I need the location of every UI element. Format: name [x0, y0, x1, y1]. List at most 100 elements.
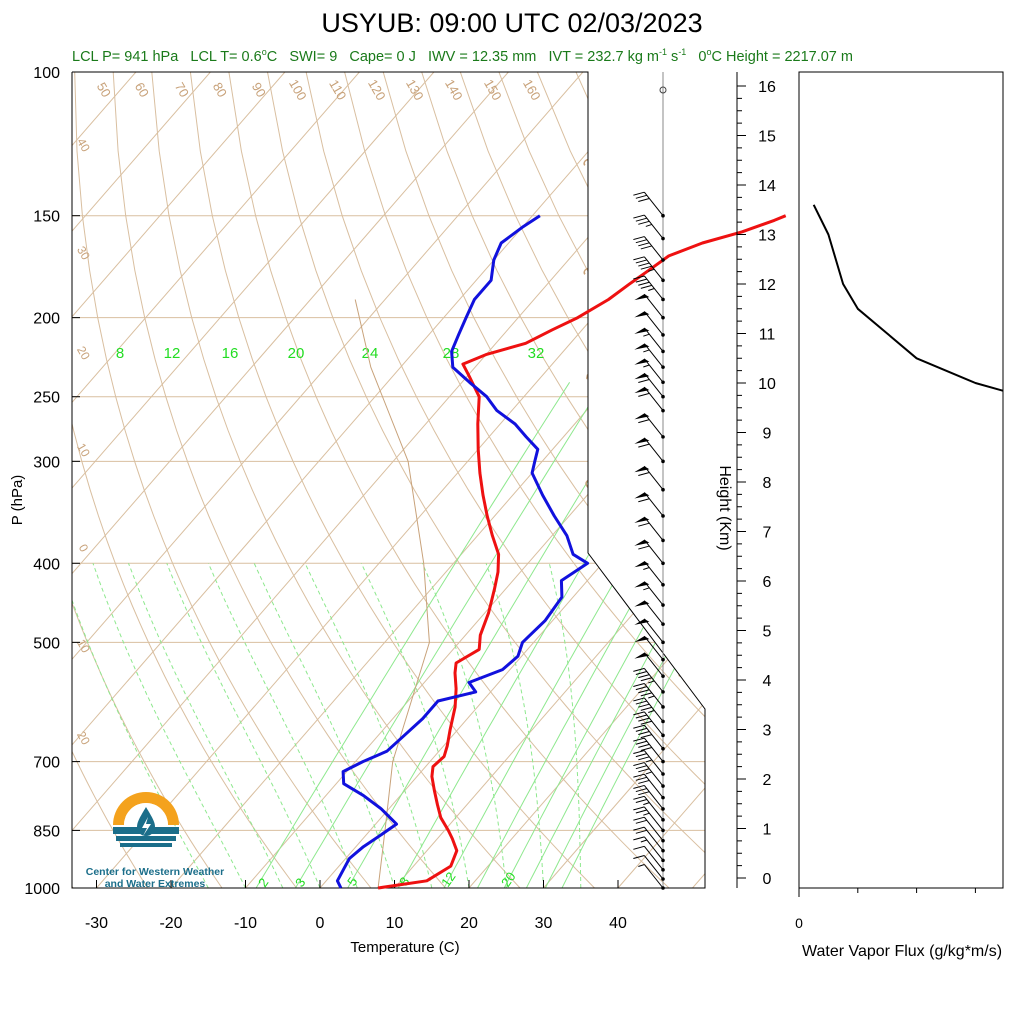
- isotherm-left-label: 10: [74, 441, 93, 460]
- wind-barb-pennant: [634, 343, 650, 350]
- height-tick-label: 1: [763, 822, 772, 839]
- wind-barb-feather: [638, 392, 650, 397]
- mixing-ratio-label: 20: [288, 345, 305, 362]
- wind-barb-dot: [661, 848, 665, 853]
- wind-barb-dot: [661, 236, 665, 241]
- wind-barb: [633, 836, 665, 863]
- isotherm-left-label: 20: [74, 344, 93, 363]
- wind-barb-staff: [643, 343, 664, 368]
- wind-barb-feather: [633, 191, 645, 196]
- wind-barb-feather: [635, 239, 647, 244]
- logo-caption-line-1: Center for Western Weather: [85, 866, 225, 878]
- wind-barb-half-feather: [648, 288, 655, 291]
- wind-barb-dot: [661, 733, 665, 738]
- height-axis-label: Height (Km): [716, 465, 733, 550]
- dry-adiabat-line: [846, 72, 1024, 888]
- height-tick-label: 0: [763, 871, 772, 888]
- moist-adiabat-line: [421, 563, 507, 888]
- height-tick-label: 10: [758, 376, 776, 393]
- wind-barb-half-feather: [643, 333, 650, 337]
- height-tick-label: 9: [763, 426, 772, 443]
- isotherm-line: [617, 72, 705, 888]
- wind-barb-pennant: [634, 387, 650, 394]
- wind-barb: [633, 711, 665, 738]
- wind-barb-staff: [643, 750, 664, 775]
- wind-barb-staff: [643, 816, 664, 841]
- dry-adiabat-line: [421, 72, 705, 888]
- flux-axis-label: Water Vapor Flux (g/kg*m/s): [802, 943, 1002, 960]
- wind-barb-staff: [643, 600, 664, 625]
- moist-adiabat-line: [548, 563, 582, 888]
- temperature-tick-label: 40: [609, 915, 627, 932]
- wind-barb-dot: [661, 858, 665, 863]
- wind-barb-pennant: [634, 413, 650, 420]
- moist-adiabat-line: [207, 563, 358, 888]
- wind-barb: [633, 697, 665, 724]
- wind-barb-dot: [661, 258, 665, 262]
- wind-barb-dot: [661, 674, 665, 678]
- isotherm-line: [319, 72, 705, 888]
- wind-barb: [633, 256, 665, 283]
- wind-barb-staff: [643, 437, 664, 462]
- wind-barb-pennant: [634, 516, 650, 523]
- moist-adiabat-line: [128, 563, 284, 888]
- dry-adiabat-line: [614, 72, 705, 888]
- wind-barb-half-feather: [643, 349, 650, 353]
- theta-label: 100: [286, 77, 310, 103]
- wind-barb-dot: [661, 640, 665, 645]
- wind-barb-feather: [635, 819, 647, 824]
- isotherm-left-label: 30: [74, 244, 93, 263]
- moist-adiabat-line: [360, 563, 470, 888]
- wind-barb-staff: [643, 256, 664, 281]
- wind-barb-feather: [638, 379, 650, 383]
- wind-barb-staff: [643, 737, 664, 762]
- wind-barb-feather: [638, 717, 650, 722]
- wind-barb-half-feather: [643, 567, 650, 571]
- wind-barb-staff: [643, 191, 664, 217]
- wind-barb: [634, 437, 665, 464]
- height-tick-label: 4: [763, 673, 772, 690]
- temperature-tick-label: -20: [159, 915, 182, 932]
- wind-barb-dot: [661, 868, 665, 872]
- dry-adiabat-line: [459, 72, 705, 888]
- dry-adiabat-line: [344, 72, 705, 888]
- wind-barb-feather: [640, 692, 652, 697]
- wind-barb-feather: [638, 262, 650, 267]
- wind-barb: [633, 275, 665, 302]
- dry-adiabat-line: [536, 72, 705, 888]
- isotherm-right-label: 0: [581, 475, 603, 497]
- wind-barb-feather: [640, 265, 652, 270]
- wind-barb-feather: [638, 522, 650, 527]
- wind-barb-staff: [643, 855, 664, 880]
- wind-barb-feather: [640, 284, 652, 289]
- dry-adiabat-line: [575, 72, 705, 888]
- pressure-tick-label: 700: [33, 755, 60, 772]
- wind-barb-feather: [638, 779, 650, 784]
- isotherm-line: [767, 72, 1024, 888]
- pressure-tick-label: 850: [33, 823, 60, 840]
- dry-adiabat-line: [112, 72, 446, 888]
- wind-barb: [634, 293, 665, 320]
- wind-barb-staff: [643, 806, 664, 831]
- isotherm-line: [72, 72, 286, 888]
- wind-barb: [633, 845, 665, 872]
- isotherm-line: [72, 72, 705, 888]
- wind-barb-half-feather: [645, 771, 652, 775]
- wind-barb-staff: [643, 214, 664, 239]
- wind-barb-pennant: [634, 492, 650, 499]
- wind-barb-pennant: [634, 358, 650, 365]
- isotherm-line: [72, 72, 435, 888]
- wind-barb: [633, 682, 665, 709]
- wind-barb: [633, 784, 665, 811]
- wind-calm-marker: [659, 86, 667, 94]
- wind-barb: [633, 795, 665, 822]
- wind-barb-pennant: [634, 437, 650, 444]
- wind-barb-feather: [633, 737, 645, 742]
- wind-barb-feather: [633, 795, 645, 800]
- wind-barb-dot: [661, 538, 665, 543]
- wind-barb-pennant: [634, 561, 650, 568]
- wind-barb-dot: [661, 380, 665, 385]
- wind-barb-feather: [635, 765, 647, 770]
- wind-barb: [634, 581, 665, 607]
- height-tick-label: 5: [763, 624, 772, 641]
